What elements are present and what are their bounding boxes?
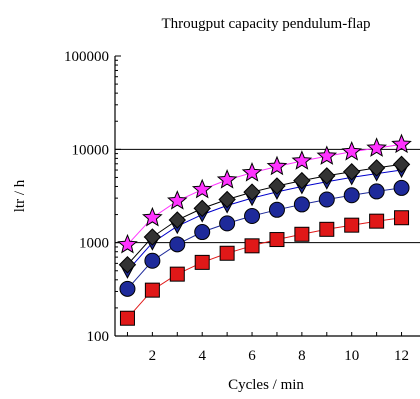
data-point-diamond xyxy=(218,190,236,209)
series-line-square xyxy=(127,217,402,319)
x-tick-label: 8 xyxy=(298,348,306,364)
data-point-diamond xyxy=(318,167,336,185)
data-point-circle xyxy=(119,280,136,297)
series-line-triangle-down xyxy=(127,169,402,272)
data-point-star xyxy=(366,137,387,157)
data-point-circle xyxy=(194,224,211,241)
series-line-circle xyxy=(127,187,402,290)
data-point-diamond xyxy=(268,177,286,195)
data-point-circle xyxy=(343,187,360,204)
y-tick-label: 1000 xyxy=(79,236,109,252)
data-point-star xyxy=(316,145,338,165)
data-point-square xyxy=(144,282,160,298)
data-point-square xyxy=(269,232,285,248)
data-point-square xyxy=(294,226,310,242)
data-point-diamond xyxy=(118,256,137,274)
data-point-star xyxy=(117,233,138,254)
chart-title: Througput capacity pendulum-flap xyxy=(161,16,370,32)
data-point-square xyxy=(319,221,335,237)
data-point-diamond xyxy=(168,211,186,229)
y-axis-label: ltr / h xyxy=(12,179,28,212)
x-tick-labels: 2 4 6 8 10 12 xyxy=(149,348,409,364)
data-point-square xyxy=(194,254,210,270)
data-point-star xyxy=(391,133,412,154)
data-point-star xyxy=(266,155,288,176)
data-point-star xyxy=(216,169,238,189)
data-point-square xyxy=(244,238,260,254)
data-point-diamond xyxy=(367,159,386,177)
data-point-circle xyxy=(368,183,385,200)
data-point-star xyxy=(341,140,362,161)
data-point-square xyxy=(219,245,235,261)
y-tick-labels: 100 1000 10000 100000 xyxy=(64,49,109,345)
data-point-circle xyxy=(144,252,161,269)
data-point-diamond xyxy=(343,163,361,181)
data-point-circle xyxy=(169,236,186,253)
data-point-circle xyxy=(393,179,410,196)
data-point-star xyxy=(167,190,188,210)
data-point-circle xyxy=(268,201,285,218)
data-point-diamond xyxy=(392,155,411,174)
data-point-diamond xyxy=(143,228,162,246)
axes xyxy=(114,55,420,337)
series-group xyxy=(117,133,412,326)
x-tick-label: 10 xyxy=(344,348,359,364)
x-tick-label: 4 xyxy=(198,348,206,364)
data-point-square xyxy=(344,217,360,233)
y-tick-label: 100 xyxy=(87,329,110,345)
x-axis-label: Cycles / min xyxy=(228,377,304,393)
data-point-square xyxy=(169,266,185,282)
data-point-diamond xyxy=(193,199,211,218)
data-point-diamond xyxy=(243,183,261,201)
data-point-square xyxy=(369,213,385,229)
x-tick-label: 2 xyxy=(149,348,157,364)
x-tick-label: 12 xyxy=(394,348,409,364)
data-point-star xyxy=(191,178,213,199)
data-point-star xyxy=(291,150,313,170)
data-point-circle xyxy=(318,191,335,208)
data-point-star xyxy=(241,161,263,182)
x-tick-label: 6 xyxy=(248,348,256,364)
data-point-circle xyxy=(244,208,261,225)
data-point-star xyxy=(142,206,163,227)
y-tick-label: 100000 xyxy=(64,49,109,65)
data-point-square xyxy=(394,210,410,226)
data-point-circle xyxy=(293,196,310,213)
y-tick-label: 10000 xyxy=(72,142,110,158)
data-point-circle xyxy=(219,215,236,232)
data-point-square xyxy=(119,310,135,326)
data-point-diamond xyxy=(293,171,311,190)
